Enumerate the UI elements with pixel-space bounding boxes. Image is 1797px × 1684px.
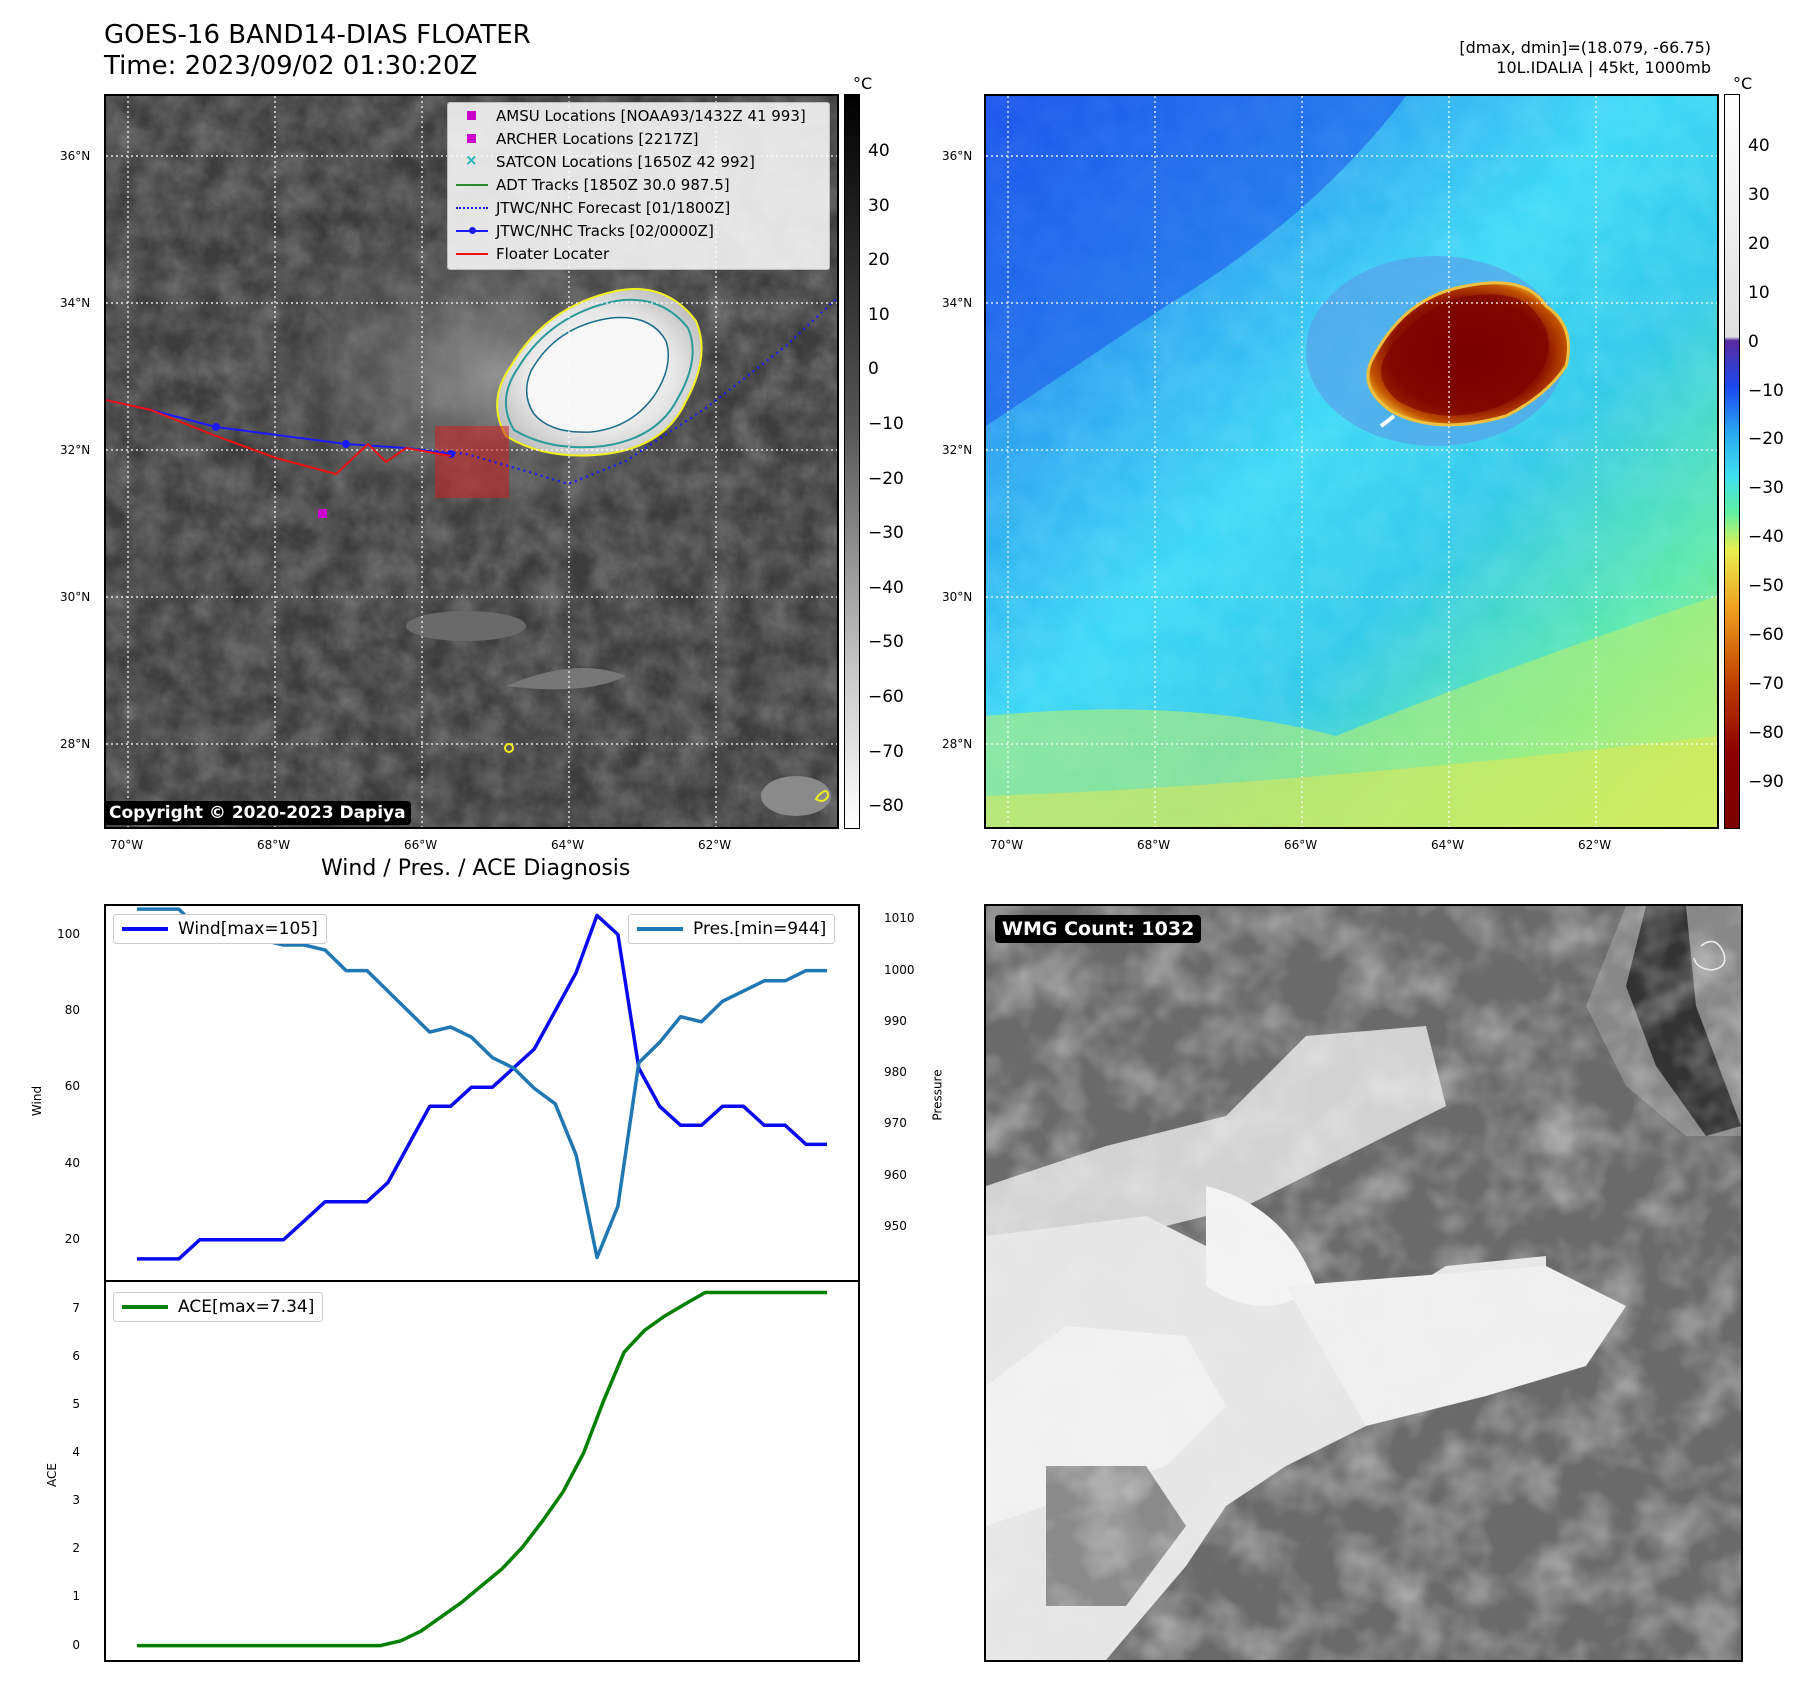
lon-label: 68°W <box>257 838 291 852</box>
colorbar-tick-label: −40 <box>868 577 904 598</box>
colorbar-tick-label: −10 <box>868 414 904 434</box>
axis-tick-label: 990 <box>884 1013 907 1028</box>
ir-color-map <box>984 94 1719 829</box>
colorbar-tick-label: −80 <box>868 796 904 817</box>
colorbar-tick-label: 30 <box>1748 184 1770 205</box>
lat-label: 30°N <box>942 590 973 604</box>
storm-info-text: 10L.IDALIA | 45kt, 1000mb <box>1496 58 1711 77</box>
gray-colorbar-unit: °C <box>853 74 873 93</box>
legend-archer: ARCHER Locations [2217Z] <box>448 129 699 149</box>
gray-colorbar <box>844 94 860 829</box>
axis-tick-label: 6 <box>72 1348 80 1363</box>
axis-tick-label: 60 <box>64 1079 80 1094</box>
lat-label: 34°N <box>942 296 973 310</box>
ace-legend: ACE[max=7.34] <box>113 1292 324 1322</box>
colorbar-tick-label: −60 <box>1748 625 1784 645</box>
axis-tick-label: 1 <box>72 1589 80 1604</box>
axis-tick-label: 4 <box>72 1445 80 1460</box>
colorbar-tick-label: 20 <box>868 250 890 271</box>
axis-tick-label: 970 <box>884 1116 907 1131</box>
axis-tick-label: 100 <box>57 926 80 941</box>
lon-label: 70°W <box>110 838 144 852</box>
legend-floater: Floater Locater <box>448 244 609 264</box>
diagnosis-title: Wind / Pres. / ACE Diagnosis <box>321 856 631 881</box>
legend-adt: ADT Tracks [1850Z 30.0 987.5] <box>448 175 730 195</box>
ace-axis-label: ACE <box>44 1463 59 1487</box>
figure-time: Time: 2023/09/02 01:30:20Z <box>104 51 478 81</box>
axis-tick-label: 0 <box>72 1637 80 1652</box>
colorbar-tick-label: 20 <box>1748 233 1770 254</box>
lat-label: 36°N <box>942 149 973 163</box>
lat-label: 34°N <box>60 296 91 310</box>
lon-label: 64°W <box>551 838 585 852</box>
axis-tick-label: 960 <box>884 1167 907 1182</box>
lat-label: 30°N <box>60 590 91 604</box>
axis-tick-label: 980 <box>884 1065 907 1080</box>
wind-legend: Wind[max=105] <box>113 914 327 944</box>
legend-tracks: JTWC/NHC Tracks [02/0000Z] <box>448 221 714 241</box>
colorbar-tick-label: −90 <box>1748 771 1784 792</box>
lat-label: 32°N <box>60 443 91 457</box>
colorbar-tick-label: 40 <box>1748 136 1770 156</box>
diagnosis-frame <box>104 904 860 1662</box>
colorbar-tick-label: 10 <box>1748 282 1770 303</box>
colorbar-tick-label: −60 <box>868 687 904 707</box>
map-legend: AMSU Locations [NOAA93/1432Z 41 993] ARC… <box>447 102 830 270</box>
lon-label: 66°W <box>1284 838 1318 852</box>
color-colorbar <box>1724 94 1740 829</box>
lat-label: 36°N <box>60 149 91 163</box>
axis-tick-label: 3 <box>72 1493 80 1508</box>
colorbar-tick-label: −70 <box>1748 673 1784 694</box>
diagnosis-divider <box>106 1280 858 1282</box>
colorbar-tick-label: −70 <box>868 741 904 762</box>
axis-tick-label: 7 <box>72 1300 80 1315</box>
colorbar-tick-label: −20 <box>1748 429 1784 450</box>
lat-label: 28°N <box>60 737 91 751</box>
colorbar-tick-label: 0 <box>1748 331 1759 352</box>
colorbar-tick-label: −50 <box>1748 576 1784 597</box>
legend-forecast: JTWC/NHC Forecast [01/1800Z] <box>448 198 730 218</box>
pressure-axis-label: Pressure <box>930 1069 945 1121</box>
axis-tick-label: 950 <box>884 1218 907 1233</box>
colorbar-tick-label: 10 <box>868 304 890 325</box>
axis-tick-label: 1000 <box>884 962 915 977</box>
colorbar-tick-label: −10 <box>1748 380 1784 401</box>
axis-tick-label: 80 <box>64 1002 80 1017</box>
legend-amsu: AMSU Locations [NOAA93/1432Z 41 993] <box>448 106 806 126</box>
colorbar-tick-label: 40 <box>868 141 890 161</box>
legend-satcon: × SATCON Locations [1650Z 42 992] <box>465 151 755 171</box>
wind-series-line <box>137 913 827 1261</box>
axis-tick-label: 40 <box>64 1155 80 1170</box>
ace-series-line <box>137 1290 827 1648</box>
wmg-count-badge: WMG Count: 1032 <box>995 915 1202 943</box>
dmax-dmin-text: [dmax, dmin]=(18.079, -66.75) <box>1459 38 1711 57</box>
copyright-badge: Copyright © 2020-2023 Dapiya <box>104 801 411 825</box>
lon-label: 70°W <box>990 838 1024 852</box>
colorbar-tick-label: −40 <box>1748 527 1784 548</box>
lon-label: 62°W <box>698 838 732 852</box>
colorbar-tick-label: −20 <box>868 468 904 489</box>
figure-title: GOES-16 BAND14-DIAS FLOATER <box>104 20 531 50</box>
color-colorbar-unit: °C <box>1733 74 1753 93</box>
wmg-panel <box>984 904 1743 1662</box>
pressure-legend: Pres.[min=944] <box>628 914 836 944</box>
colorbar-tick-label: 30 <box>868 195 890 216</box>
lon-label: 64°W <box>1431 838 1465 852</box>
axis-tick-label: 5 <box>72 1397 80 1412</box>
lat-label: 32°N <box>942 443 973 457</box>
lon-label: 62°W <box>1578 838 1612 852</box>
colorbar-tick-label: −30 <box>1748 478 1784 499</box>
pressure-series-line <box>137 907 827 1260</box>
colorbar-tick-label: −50 <box>868 632 904 653</box>
lon-label: 66°W <box>404 838 438 852</box>
colorbar-tick-label: −30 <box>868 523 904 544</box>
diagnosis-plot <box>137 907 827 1648</box>
axis-tick-label: 20 <box>64 1231 80 1246</box>
colorbar-tick-label: −80 <box>1748 722 1784 743</box>
axis-tick-label: 2 <box>72 1541 80 1556</box>
axis-tick-label: 1010 <box>884 911 915 926</box>
lat-label: 28°N <box>942 737 973 751</box>
colorbar-tick-label: 0 <box>868 359 879 380</box>
lon-label: 68°W <box>1137 838 1171 852</box>
